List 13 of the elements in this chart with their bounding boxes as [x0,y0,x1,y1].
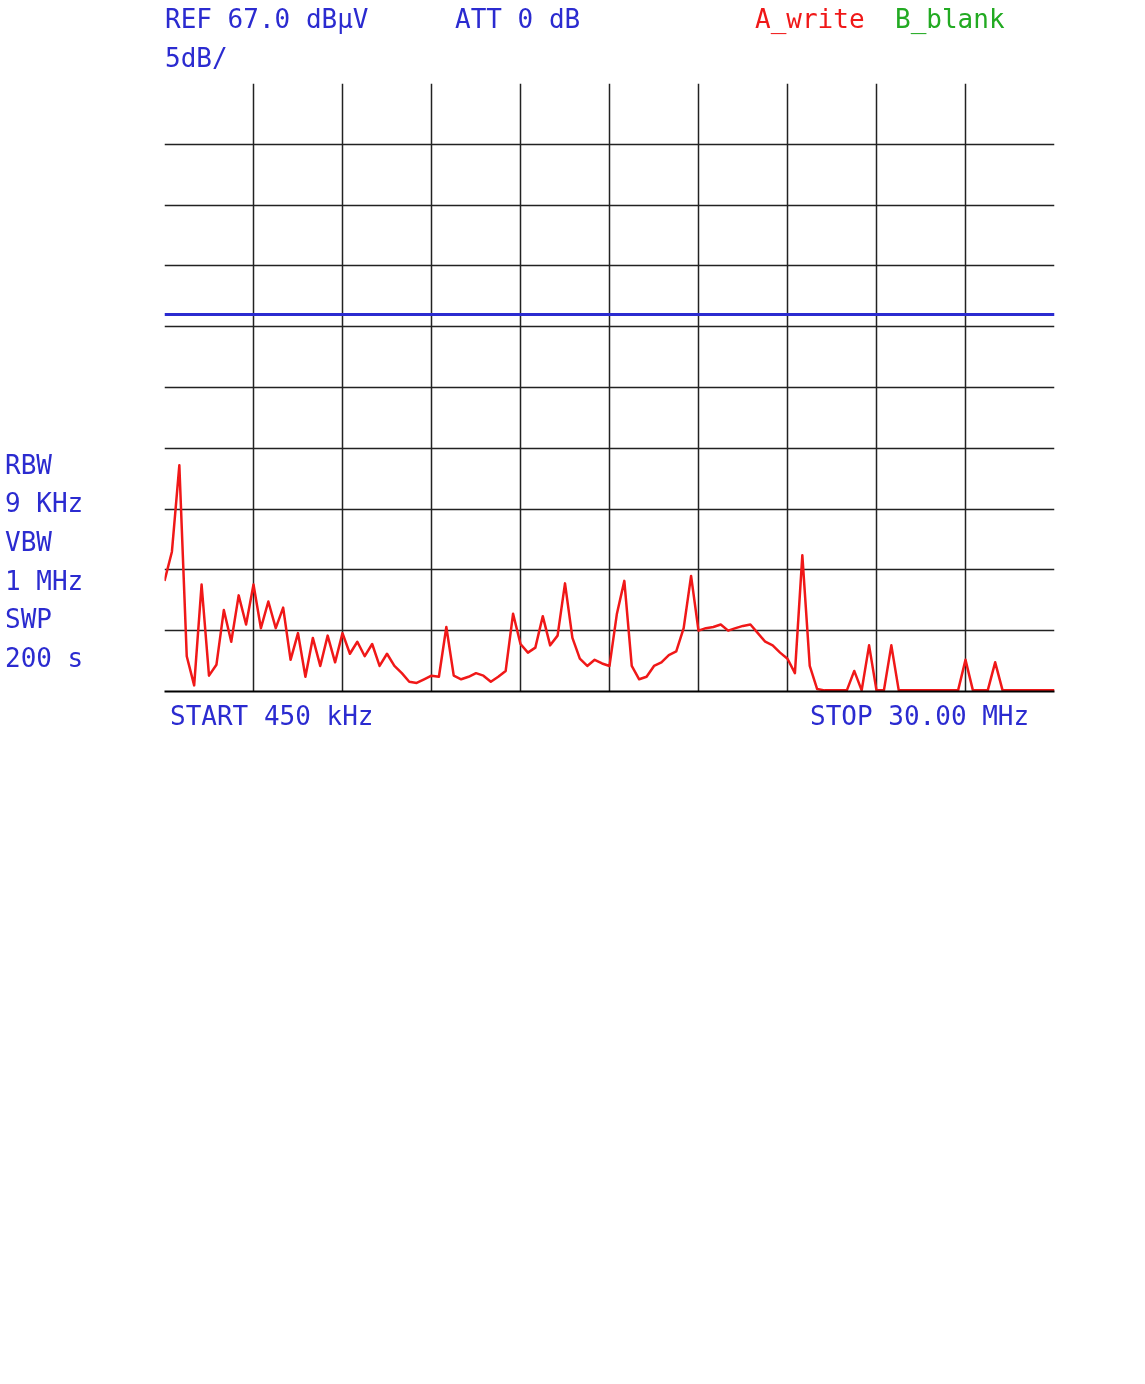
text: SWP [5,604,52,635]
text: START 450 kHz [170,701,374,732]
text: 1 MHz [5,565,84,596]
text: 200 s [5,642,84,673]
text: ATT 0 dB [455,4,581,34]
text: REF 67.0 dBµV [165,4,369,34]
text: STOP 30.00 MHz [810,701,1030,732]
text: 5dB/ [165,42,228,73]
text: A_write [755,4,865,34]
text: VBW [5,526,52,557]
text: RBW [5,449,52,480]
text: 9 KHz [5,488,84,519]
text: B_blank [895,4,1005,34]
